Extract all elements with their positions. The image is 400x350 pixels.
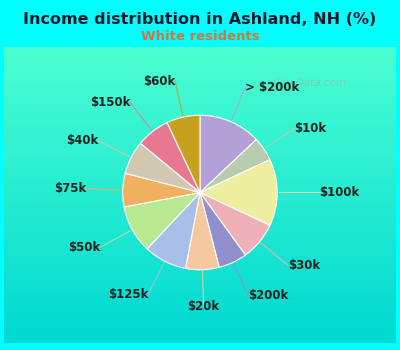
Text: White residents: White residents: [141, 30, 259, 43]
Wedge shape: [200, 140, 270, 192]
Wedge shape: [200, 115, 256, 192]
Wedge shape: [140, 122, 200, 192]
Text: $50k: $50k: [68, 241, 100, 254]
Wedge shape: [200, 160, 277, 225]
Text: $10k: $10k: [294, 122, 326, 135]
Text: Income distribution in Ashland, NH (%): Income distribution in Ashland, NH (%): [23, 12, 377, 27]
Text: $100k: $100k: [320, 186, 360, 199]
Text: $30k: $30k: [288, 259, 320, 272]
Wedge shape: [125, 143, 200, 192]
Wedge shape: [186, 193, 219, 270]
Text: $150k: $150k: [90, 96, 130, 109]
Text: $75k: $75k: [54, 182, 86, 195]
Text: $40k: $40k: [66, 134, 98, 147]
Text: > $200k: > $200k: [245, 81, 300, 94]
Wedge shape: [147, 193, 200, 268]
Wedge shape: [124, 193, 200, 249]
Text: $20k: $20k: [188, 300, 220, 313]
Wedge shape: [200, 193, 246, 267]
Text: $200k: $200k: [248, 289, 289, 302]
Wedge shape: [123, 173, 200, 207]
Text: $125k: $125k: [108, 288, 148, 301]
Wedge shape: [167, 115, 200, 192]
Wedge shape: [200, 193, 270, 255]
Text: $60k: $60k: [143, 75, 175, 88]
Text: City-Data.com: City-Data.com: [273, 78, 347, 88]
